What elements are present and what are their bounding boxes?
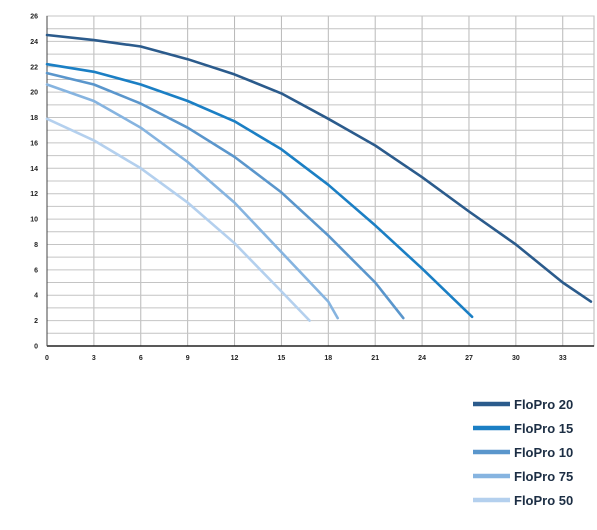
y-tick-label: 14 (30, 166, 38, 173)
y-tick-label: 8 (34, 242, 38, 249)
y-tick-label: 20 (30, 90, 38, 97)
y-tick-label: 18 (30, 115, 38, 122)
legend-label: FloPro 10 (514, 445, 573, 460)
x-tick-label: 27 (465, 355, 473, 362)
y-tick-label: 0 (34, 344, 38, 351)
legend-label: FloPro 50 (514, 493, 573, 508)
x-tick-label: 12 (231, 355, 239, 362)
axis-layer: 0 3 6 9 12 15 18 21 24 27 30 3302468101214161820222… (30, 14, 594, 362)
y-tick-label: 4 (34, 293, 38, 300)
series-layer (45, 33, 593, 322)
series-line-flopro-10 (45, 71, 405, 320)
x-tick-label: 9 (186, 355, 190, 362)
y-tick-label: 24 (30, 39, 38, 46)
y-tick-label: 26 (30, 14, 38, 21)
x-tick-label: 21 (371, 355, 379, 362)
grid-layer (46, 15, 595, 347)
x-tick-label: 3 (92, 355, 96, 362)
y-tick-label: 10 (30, 217, 38, 224)
series-line-flopro-15 (45, 62, 474, 319)
x-tick-label: 0 (45, 355, 49, 362)
series-line-flopro-75 (45, 83, 340, 320)
series-line-flopro-50 (45, 117, 311, 322)
y-tick-label: 2 (34, 318, 38, 325)
y-tick-label: 16 (30, 140, 38, 147)
x-tick-label: 30 (512, 355, 520, 362)
legend: FloPro 20 FloPro 15 FloPro 10 FloPro 75 FloP… (473, 397, 573, 508)
x-tick-label: 33 (559, 355, 567, 362)
x-tick-label: 15 (278, 355, 286, 362)
x-tick-label: 6 (139, 355, 143, 362)
series-line-flopro-20 (45, 33, 593, 303)
x-tick-label: 24 (418, 355, 426, 362)
legend-label: FloPro 15 (514, 421, 573, 436)
legend-label: FloPro 20 (514, 397, 573, 412)
legend-label: FloPro 75 (514, 469, 573, 484)
y-tick-label: 22 (30, 64, 38, 71)
x-tick-label: 18 (324, 355, 332, 362)
y-tick-label: 12 (30, 191, 38, 198)
y-tick-label: 6 (34, 267, 38, 274)
